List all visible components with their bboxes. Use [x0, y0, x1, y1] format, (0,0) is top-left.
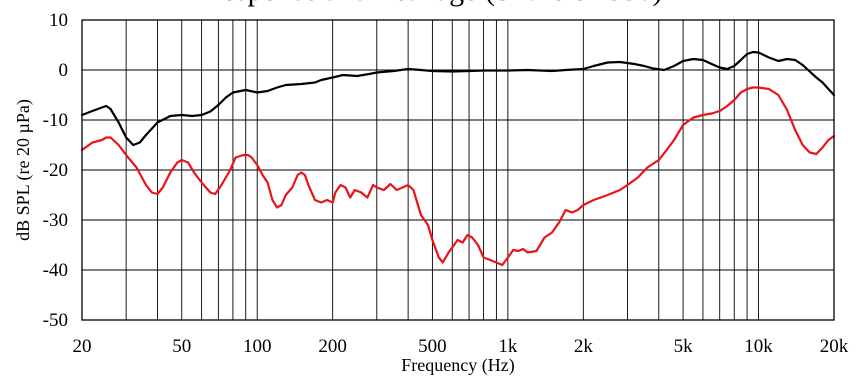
x-tick-label: 10k: [744, 336, 773, 357]
x-tick-label: 20k: [820, 336, 849, 357]
series-line-2: [80, 86, 836, 267]
x-tick-label: 50: [172, 336, 191, 357]
y-tick-label: 10: [49, 10, 68, 31]
series-group: [80, 50, 836, 267]
y-axis-label: dB SPL (re 20 µPa): [13, 99, 34, 241]
x-tick-label: 500: [418, 336, 447, 357]
tick-labels: 20 50 100 200 500 1k 2k 5k 10k 20k100-10-20-30-40…: [43, 10, 849, 357]
x-tick-label: 1k: [498, 336, 518, 357]
y-tick-label: -20: [43, 160, 68, 181]
grid: [82, 20, 834, 320]
x-axis-label: Frequency (Hz): [401, 355, 514, 376]
x-tick-label: 200: [318, 336, 347, 357]
y-tick-label: -10: [43, 110, 68, 131]
x-tick-label: 100: [243, 336, 272, 357]
y-tick-label: 0: [59, 60, 69, 81]
y-tick-label: -30: [43, 210, 68, 231]
chart-title: Response and Leakage (Shure SE530): [0, 0, 865, 8]
x-tick-label: 20: [73, 336, 92, 357]
y-tick-label: -40: [43, 260, 68, 281]
series-line-1: [80, 50, 836, 147]
x-tick-label: 5k: [674, 336, 694, 357]
y-tick-label: -50: [43, 310, 68, 331]
x-tick-label: 2k: [574, 336, 594, 357]
plot-frame: [81, 19, 835, 321]
